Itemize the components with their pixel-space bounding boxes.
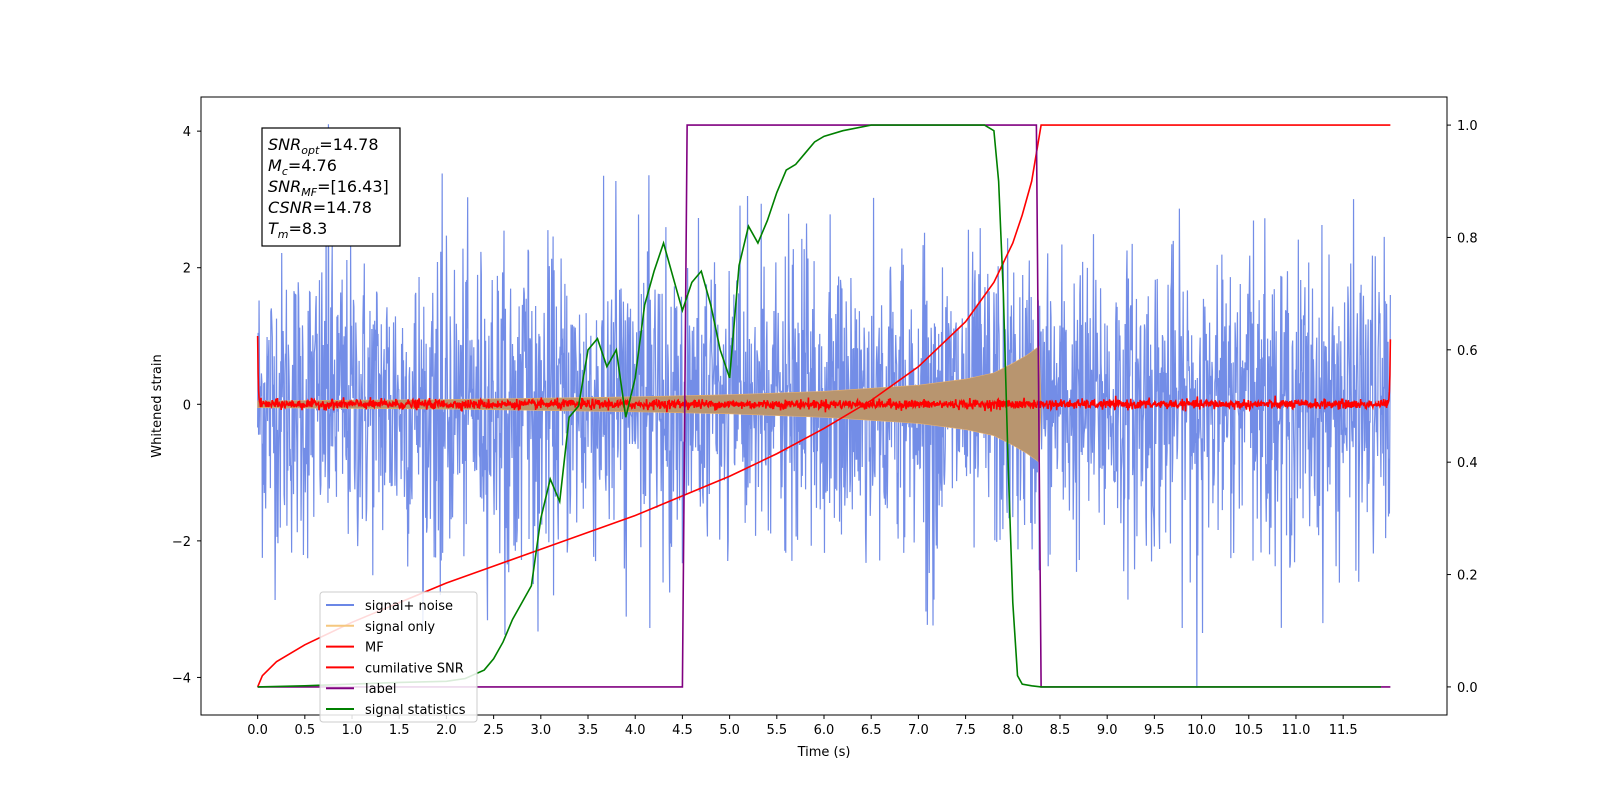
x-tick-label: 10.5 bbox=[1234, 723, 1263, 738]
x-tick-label: 8.0 bbox=[1002, 723, 1023, 738]
x-tick-label: 1.0 bbox=[342, 723, 363, 738]
x-tick-label: 0.0 bbox=[247, 723, 268, 738]
series-signal-statistics bbox=[257, 124, 1381, 688]
y2-tick-label: 0.4 bbox=[1457, 456, 1478, 471]
legend-label: label bbox=[365, 682, 396, 697]
legend: signal+ noise signal only MF cumilative SNR… bbox=[319, 591, 478, 723]
x-tick-label: 9.0 bbox=[1097, 723, 1118, 738]
y2-tick-label: 0.8 bbox=[1457, 231, 1478, 246]
x-tick-label: 10.0 bbox=[1187, 723, 1216, 738]
y-tick-label: 2 bbox=[183, 262, 191, 277]
x-tick-label: 4.5 bbox=[672, 723, 693, 738]
x-tick-label: 6.0 bbox=[814, 723, 835, 738]
x-tick-label: 11.5 bbox=[1329, 723, 1358, 738]
legend-frame bbox=[319, 591, 478, 723]
y-tick-label: 4 bbox=[183, 125, 191, 140]
x-tick-label: 3.5 bbox=[578, 723, 599, 738]
x-tick-label: 2.0 bbox=[436, 723, 457, 738]
plot-area bbox=[256, 124, 1392, 688]
annotation-line: SNRMF=[16.43] bbox=[268, 177, 389, 199]
y-axis-right: 0.0 0.2 0.4 0.6 0.8 1.0 bbox=[1447, 119, 1478, 696]
x-tick-label: 9.5 bbox=[1144, 723, 1165, 738]
y2-tick-label: 0.0 bbox=[1457, 681, 1478, 696]
x-tick-label: 7.0 bbox=[908, 723, 929, 738]
x-tick-label: 11.0 bbox=[1281, 723, 1310, 738]
legend-label: signal+ noise bbox=[365, 599, 453, 614]
y-tick-label: −2 bbox=[172, 535, 191, 550]
x-tick-label: 7.5 bbox=[955, 723, 976, 738]
x-tick-label: 0.5 bbox=[294, 723, 315, 738]
x-tick-label: 2.5 bbox=[483, 723, 504, 738]
y-tick-label: −4 bbox=[172, 671, 191, 686]
x-tick-label: 1.5 bbox=[389, 723, 410, 738]
y2-tick-label: 0.2 bbox=[1457, 569, 1478, 584]
y2-tick-label: 1.0 bbox=[1457, 119, 1478, 134]
series-mf bbox=[256, 336, 1392, 413]
x-tick-label: 4.0 bbox=[625, 723, 646, 738]
legend-label: cumilative SNR bbox=[365, 661, 464, 676]
annotation-line: SNRopt=14.78 bbox=[268, 135, 379, 157]
x-tick-label: 5.5 bbox=[766, 723, 787, 738]
x-tick-label: 6.5 bbox=[861, 723, 882, 738]
x-tick-label: 8.5 bbox=[1050, 723, 1071, 738]
series-signal-noise bbox=[257, 124, 1391, 688]
legend-label: signal only bbox=[365, 620, 435, 635]
annotation-line: Tm=8.3 bbox=[268, 219, 327, 241]
annotation-line: CSNR=14.78 bbox=[268, 198, 372, 217]
y-tick-label: 0 bbox=[183, 398, 191, 413]
y-axis-label: Whitened strain bbox=[150, 354, 165, 457]
y-axis-left: −4 −2 0 2 4 bbox=[172, 125, 201, 686]
annotation-line: Mc=4.76 bbox=[268, 156, 337, 178]
x-axis-label: Time (s) bbox=[797, 745, 851, 760]
x-axis: 0.0 0.5 1.0 1.5 2.0 2.5 3.0 3.5 4.0 4.5 5.0 5.5 6.0 6… bbox=[247, 715, 1358, 738]
annotation-frame bbox=[261, 127, 401, 247]
x-tick-label: 5.0 bbox=[719, 723, 740, 738]
legend-label: MF bbox=[365, 641, 384, 656]
legend-label: signal statistics bbox=[365, 703, 466, 718]
annotation-box: SNRopt=14.78Mc=4.76SNRMF=[16.43]CSNR=14.… bbox=[261, 127, 401, 247]
x-tick-label: 3.0 bbox=[530, 723, 551, 738]
y2-tick-label: 0.6 bbox=[1457, 344, 1478, 359]
